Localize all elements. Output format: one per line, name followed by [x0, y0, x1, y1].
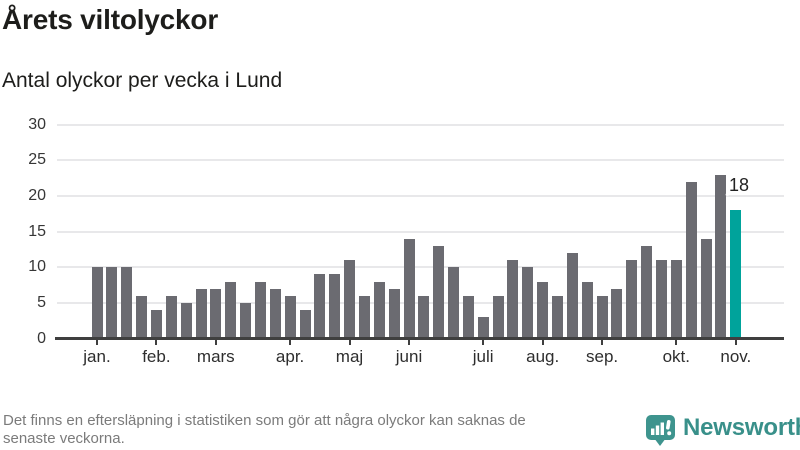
chart-subtitle: Antal olyckor per vecka i Lund: [2, 69, 283, 92]
newsworthy-chart-bubble-icon: [646, 415, 675, 446]
bar-week-15: [299, 310, 311, 339]
x-tick-sep: [601, 340, 604, 345]
bar-week-3: [121, 267, 133, 339]
bar-week-19: [358, 295, 370, 339]
highlight-value-label: 18: [729, 175, 750, 195]
x-tick-feb: [155, 340, 158, 345]
x-tick-okt: [675, 340, 678, 345]
y-axis-label-20: 20: [28, 186, 46, 204]
bar-week-33: [566, 252, 578, 339]
bar-week-7: [180, 302, 192, 339]
x-axis-label-aug: aug.: [526, 347, 560, 366]
footer-note: Det finns en eftersläpning i statistiken…: [3, 412, 643, 447]
gridline-y-30: [57, 123, 784, 126]
bar-week-5: [150, 310, 162, 339]
x-axis-label-juni: juni: [395, 347, 423, 366]
x-tick-juli: [482, 340, 485, 345]
bar-week-9: [210, 288, 222, 339]
bar-week-22: [403, 238, 415, 339]
gridline-y-10: [57, 266, 784, 269]
bar-week-44-highlighted: [730, 210, 742, 339]
bar-week-18: [344, 260, 355, 339]
bar-week-34: [581, 281, 593, 339]
bar-week-23: [418, 295, 430, 339]
x-tick-juni: [408, 340, 410, 345]
bar-week-1: [91, 267, 103, 339]
x-axis-label-nov: nov.: [720, 347, 752, 366]
y-axis-label-10: 10: [28, 258, 46, 276]
bar-week-29: [507, 260, 519, 339]
bar-week-21: [388, 288, 400, 339]
newsworthy-logo: Newsworthy: [645, 414, 800, 447]
bar-week-10: [225, 281, 237, 339]
bar-week-4: [136, 295, 148, 339]
bar-week-17: [329, 274, 341, 339]
x-tick-mars: [214, 340, 217, 345]
bar-week-26: [462, 295, 474, 339]
page-title: Årets viltolyckor: [2, 4, 219, 35]
y-axis-label-30: 30: [28, 115, 46, 133]
y-axis-label-5: 5: [37, 293, 46, 311]
bar-week-42: [700, 238, 712, 339]
x-axis-label-sep: sep.: [586, 347, 619, 366]
y-axis-label-25: 25: [28, 151, 46, 169]
x-tick-nov: [734, 340, 737, 345]
bar-week-28: [492, 295, 504, 339]
bar-week-13: [269, 288, 281, 339]
x-axis-line: [55, 337, 784, 340]
bar-week-37: [626, 260, 638, 339]
bar-week-38: [641, 245, 653, 339]
x-axis-label-okt: okt.: [662, 347, 690, 366]
bar-week-32: [552, 295, 563, 339]
bar-week-11: [240, 302, 252, 339]
bar-week-24: [433, 245, 445, 339]
x-axis-label-apr: apr.: [275, 347, 305, 366]
gridline-y-20: [57, 194, 784, 197]
x-tick-apr: [289, 340, 292, 345]
bar-week-40: [670, 260, 682, 339]
bar-week-6: [165, 295, 177, 339]
x-axis-label-juli: juli: [472, 347, 494, 366]
bar-week-8: [195, 288, 207, 339]
bar-week-25: [448, 267, 459, 339]
x-axis-label-mars: mars: [196, 347, 235, 366]
x-tick-maj: [348, 340, 351, 345]
x-axis-label-feb: feb.: [142, 347, 171, 366]
bar-week-36: [611, 288, 623, 339]
gridline-y-25: [57, 159, 784, 162]
newsworthy-logo-text: Newsworthy: [683, 414, 800, 441]
bar-week-39: [656, 260, 667, 339]
bar-week-41: [685, 181, 697, 339]
gridline-y-15: [57, 230, 784, 233]
bar-week-2: [106, 267, 118, 339]
bar-week-35: [596, 295, 608, 339]
x-axis-label-maj: maj: [335, 347, 364, 366]
footer-note-line1: Det finns en eftersläpning i statistiken…: [3, 412, 526, 429]
bar-week-16: [314, 274, 326, 339]
x-tick-aug: [541, 340, 544, 345]
bar-week-30: [522, 267, 534, 339]
x-tick-jan: [96, 340, 98, 345]
bar-week-14: [284, 295, 296, 339]
y-axis-label-15: 15: [28, 222, 46, 240]
bar-week-12: [254, 281, 266, 339]
bar-week-43: [715, 174, 727, 339]
bar-week-20: [373, 281, 385, 339]
x-axis-label-jan: jan.: [83, 347, 111, 366]
bar-week-27: [477, 317, 489, 339]
bar-week-31: [537, 281, 549, 339]
footer-note-line2: senaste veckorna.: [3, 429, 125, 447]
y-axis-label-0: 0: [37, 329, 46, 347]
